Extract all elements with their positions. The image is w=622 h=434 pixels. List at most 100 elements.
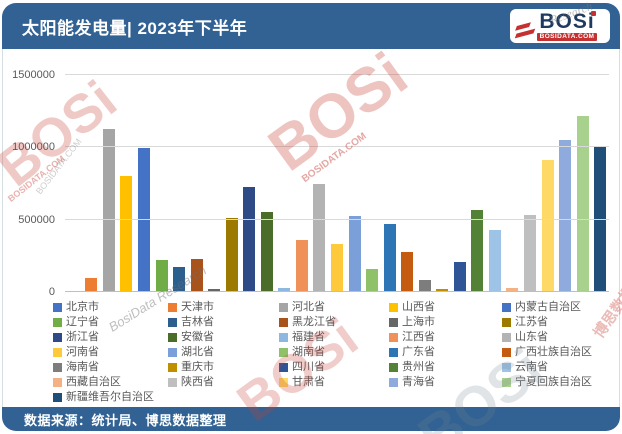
legend-swatch-icon bbox=[502, 333, 511, 342]
bar-slot bbox=[258, 75, 276, 292]
bar-广东省 bbox=[383, 224, 396, 292]
x-axis-line bbox=[65, 291, 609, 292]
bar-甘肃省 bbox=[541, 159, 554, 292]
legend-item-重庆市: 重庆市 bbox=[168, 360, 279, 375]
legend-item-福建省: 福建省 bbox=[279, 330, 389, 345]
bar-slot bbox=[276, 75, 294, 292]
bar-slot bbox=[521, 75, 539, 292]
legend-item-四川省: 四川省 bbox=[279, 360, 389, 375]
legend-label: 新疆维吾尔自治区 bbox=[66, 391, 154, 403]
bar-天津市 bbox=[85, 277, 98, 292]
bar-山东省 bbox=[313, 184, 326, 292]
legend-item-安徽省: 安徽省 bbox=[168, 330, 279, 345]
legend-swatch-icon bbox=[502, 318, 511, 327]
logo-text: BOSi BOSIDATA.COM bbox=[536, 9, 598, 42]
bar-浙江省 bbox=[243, 187, 256, 292]
bar-slot bbox=[539, 75, 557, 292]
y-tick-label: 1000000 bbox=[12, 141, 55, 154]
legend-item-天津市: 天津市 bbox=[168, 300, 279, 315]
legend-label: 湖北省 bbox=[181, 346, 214, 358]
legend-label: 天津市 bbox=[181, 301, 214, 313]
gridline bbox=[65, 74, 609, 75]
legend-item-河北省: 河北省 bbox=[279, 300, 389, 315]
legend-swatch-icon bbox=[53, 318, 62, 327]
bar-slot bbox=[205, 75, 223, 292]
bosi-logo: BOSi BOSIDATA.COM bbox=[510, 9, 610, 43]
legend-swatch-icon bbox=[279, 378, 288, 387]
legend-label: 湖南省 bbox=[292, 346, 325, 358]
bar-江苏省 bbox=[225, 218, 238, 292]
legend-label: 河北省 bbox=[292, 301, 325, 313]
legend-label: 黑龙江省 bbox=[292, 316, 336, 328]
bar-slot bbox=[381, 75, 399, 292]
bar-slot bbox=[451, 75, 469, 292]
page-title: 太阳能发电量| 2023年下半年 bbox=[22, 18, 248, 38]
bar-slot bbox=[346, 75, 364, 292]
y-tick-label: 1500000 bbox=[12, 69, 55, 81]
legend-swatch-icon bbox=[389, 378, 398, 387]
bar-黑龙江省 bbox=[190, 258, 203, 292]
bar-云南省 bbox=[488, 229, 501, 292]
data-source-text: 数据来源：统计局、博思数据整理 bbox=[24, 412, 227, 428]
logo-brand: BOSi bbox=[539, 9, 595, 33]
bar-slot bbox=[188, 75, 206, 292]
legend-swatch-icon bbox=[279, 348, 288, 357]
bar-青海省 bbox=[559, 140, 572, 292]
legend-item-湖北省: 湖北省 bbox=[168, 345, 279, 360]
legend-label: 陕西省 bbox=[181, 376, 214, 388]
bar-slot bbox=[65, 75, 83, 292]
bar-slot bbox=[170, 75, 188, 292]
bar-福建省 bbox=[278, 288, 291, 292]
legend-label: 宁夏回族自治区 bbox=[515, 376, 592, 388]
legend-label: 山东省 bbox=[515, 331, 548, 343]
legend-item-辽宁省: 辽宁省 bbox=[53, 315, 168, 330]
legend-label: 浙江省 bbox=[66, 331, 99, 343]
bar-slot bbox=[416, 75, 434, 292]
legend-item-广西壮族自治区: 广西壮族自治区 bbox=[502, 345, 615, 360]
legend-swatch-icon bbox=[502, 303, 511, 312]
bar-slot bbox=[293, 75, 311, 292]
legend-item-河南省: 河南省 bbox=[53, 345, 168, 360]
legend-swatch-icon bbox=[502, 363, 511, 372]
bar-slot bbox=[556, 75, 574, 292]
bar-slot bbox=[328, 75, 346, 292]
bar-slot bbox=[591, 75, 609, 292]
legend-item-宁夏回族自治区: 宁夏回族自治区 bbox=[502, 375, 615, 390]
legend-label: 上海市 bbox=[402, 316, 435, 328]
legend-label: 甘肃省 bbox=[292, 376, 325, 388]
bar-陕西省 bbox=[523, 214, 536, 292]
bar-广西壮族自治区 bbox=[401, 252, 414, 292]
legend-label: 河南省 bbox=[66, 346, 99, 358]
legend-swatch-icon bbox=[502, 378, 511, 387]
legend-label: 青海省 bbox=[402, 376, 435, 388]
chart-body: 0 500000 1000000 1500000 北京市 天津市 河北省 山西省 内蒙古自治区… bbox=[2, 49, 620, 407]
bar-重庆市 bbox=[436, 289, 449, 292]
legend-item-海南省: 海南省 bbox=[53, 360, 168, 375]
bar-slot bbox=[118, 75, 136, 292]
legend-swatch-icon bbox=[168, 363, 177, 372]
bar-slot bbox=[486, 75, 504, 292]
bar-四川省 bbox=[453, 261, 466, 292]
legend-swatch-icon bbox=[53, 363, 62, 372]
legend-label: 西藏自治区 bbox=[66, 376, 121, 388]
legend-item-山东省: 山东省 bbox=[502, 330, 615, 345]
logo-slash-icon bbox=[514, 28, 536, 39]
legend-item-吉林省: 吉林省 bbox=[168, 315, 279, 330]
legend: 北京市 天津市 河北省 山西省 内蒙古自治区 辽宁省 吉林省 黑龙江省 上海市 江苏省 浙江省 安徽省… bbox=[53, 300, 615, 405]
y-tick-label: 500000 bbox=[18, 213, 55, 226]
legend-label: 江西省 bbox=[402, 331, 435, 343]
bar-河北省 bbox=[102, 128, 115, 292]
legend-swatch-icon bbox=[502, 348, 511, 357]
legend-swatch-icon bbox=[168, 303, 177, 312]
legend-label: 安徽省 bbox=[181, 331, 214, 343]
legend-swatch-icon bbox=[53, 348, 62, 357]
bar-西藏自治区 bbox=[506, 288, 519, 292]
legend-label: 福建省 bbox=[292, 331, 325, 343]
plot-area bbox=[65, 74, 609, 292]
legend-label: 重庆市 bbox=[181, 361, 214, 373]
legend-item-贵州省: 贵州省 bbox=[389, 360, 502, 375]
bar-slot bbox=[240, 75, 258, 292]
legend-label: 四川省 bbox=[292, 361, 325, 373]
bar-海南省 bbox=[418, 280, 431, 292]
